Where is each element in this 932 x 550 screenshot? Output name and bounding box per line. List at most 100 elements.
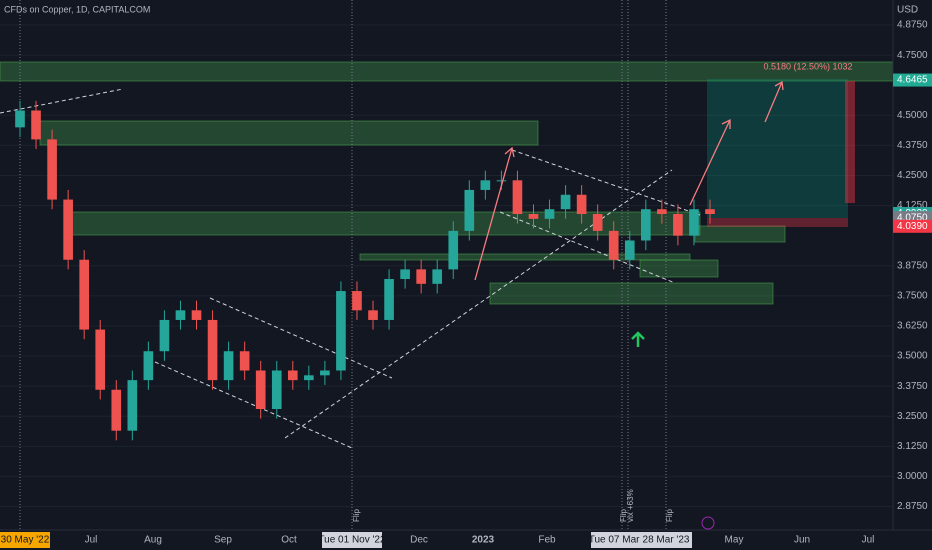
candle-body <box>63 199 73 260</box>
y-tick-label: 4.1250 <box>897 200 928 211</box>
price-badge <box>893 219 932 233</box>
candle-body <box>47 139 57 200</box>
x-tick-label: 28 Mar '23 <box>643 535 690 546</box>
arrow <box>689 118 731 206</box>
y-tick-label: 3.0000 <box>897 471 928 482</box>
price-badge-label: 4.6465 <box>897 75 928 86</box>
trend-line <box>154 361 353 449</box>
y-tick-label: 3.2500 <box>897 411 928 422</box>
vertical-markers <box>19 0 667 530</box>
trend-line <box>499 211 676 284</box>
y-tick-label: 2.8750 <box>897 501 928 512</box>
candle-body <box>239 351 250 371</box>
y-tick-label: 3.1250 <box>897 441 928 452</box>
trend-line <box>511 149 701 216</box>
grid <box>0 24 893 508</box>
candle-body <box>641 209 651 241</box>
y-tick-label: 3.6250 <box>897 321 928 332</box>
time-badge <box>591 532 653 548</box>
arrow <box>474 146 515 281</box>
candle-body <box>304 375 314 381</box>
y-tick-label: 3.7500 <box>897 291 928 302</box>
candle-body <box>255 370 266 410</box>
candle-body <box>31 110 41 140</box>
up-arrow <box>631 331 645 347</box>
price-badge-label: 4.0750 <box>897 212 928 223</box>
range-bar <box>845 81 855 203</box>
candle-body <box>143 351 154 381</box>
candle-body <box>159 319 170 352</box>
x-tick-label: Dec <box>410 535 428 546</box>
candle-body <box>384 279 394 320</box>
zone <box>65 211 701 236</box>
x-tick-label: Jun <box>794 535 810 546</box>
candle-body <box>111 389 122 431</box>
candle-body <box>432 269 443 284</box>
candle-body <box>608 230 619 260</box>
candle-body <box>528 214 539 219</box>
x-tick-label: Feb <box>538 535 556 546</box>
candle-body <box>544 209 555 219</box>
x-tick-label: Tue 01 Nov '22 <box>318 535 386 546</box>
time-badge <box>640 532 692 548</box>
price-badge <box>893 73 932 87</box>
candle-body <box>175 310 186 320</box>
time-badge <box>0 532 50 548</box>
event-icon <box>701 516 715 530</box>
zone <box>694 225 786 243</box>
zone <box>0 61 894 82</box>
x-tick-label: May <box>725 535 744 546</box>
x-tick-label: 2023 <box>472 535 495 546</box>
zone <box>489 282 774 305</box>
candle-body <box>400 269 410 280</box>
candle-body <box>271 370 282 410</box>
candle-body <box>512 180 523 215</box>
target-zone <box>707 79 848 218</box>
trend-line <box>284 169 673 439</box>
y-tick-label: 4.8750 <box>897 20 928 31</box>
currency: USD <box>897 5 918 16</box>
candle-body <box>689 209 699 236</box>
candle-body <box>576 194 587 215</box>
arrow <box>764 80 784 123</box>
y-tick-label: 3.3750 <box>897 381 928 392</box>
y-tick-label: 4.7500 <box>897 50 928 61</box>
x-tick-label: Aug <box>144 535 162 546</box>
zone <box>39 120 539 146</box>
zone <box>639 259 719 278</box>
x-tick-label: Jul <box>862 535 875 546</box>
chart-title: CFDs on Copper, 1D, CAPITALCOM <box>4 4 150 14</box>
candle-body <box>480 180 491 190</box>
x-tick-label: Tue 07 Mar '23 <box>589 535 656 546</box>
candle-body <box>95 329 106 390</box>
annotation: Flip <box>619 509 628 522</box>
candle-body <box>223 351 234 381</box>
y-tick-label: 3.5000 <box>897 351 928 362</box>
candles <box>15 100 715 441</box>
candle-body <box>592 214 603 231</box>
candle-body <box>560 194 571 210</box>
candle-body <box>368 310 378 320</box>
candle-body <box>464 189 475 231</box>
price-badge-label: 4.0390 <box>897 221 928 232</box>
candle-body <box>127 380 138 431</box>
zone <box>359 253 691 261</box>
candle-body <box>287 370 298 381</box>
candle-body <box>207 319 218 381</box>
x-tick-label: Oct <box>281 535 297 546</box>
candle-body <box>79 259 89 330</box>
annotation: vix +63% <box>626 489 635 522</box>
x-tick-label: Sep <box>214 535 232 546</box>
y-tick-label: 4.3750 <box>897 140 928 151</box>
candle-body <box>624 240 635 260</box>
annotation: Flip <box>352 509 361 522</box>
x-tick-label: Jul <box>85 535 98 546</box>
y-tick-label: 4.2500 <box>897 170 928 181</box>
candle-body <box>320 370 330 376</box>
candle-body <box>416 269 426 284</box>
axis: 4.8750 4.7500 4.5000 4.3750 4.2500 4.1250 3.87… <box>0 20 932 548</box>
candle-body <box>496 180 507 182</box>
time-badge <box>322 532 382 548</box>
